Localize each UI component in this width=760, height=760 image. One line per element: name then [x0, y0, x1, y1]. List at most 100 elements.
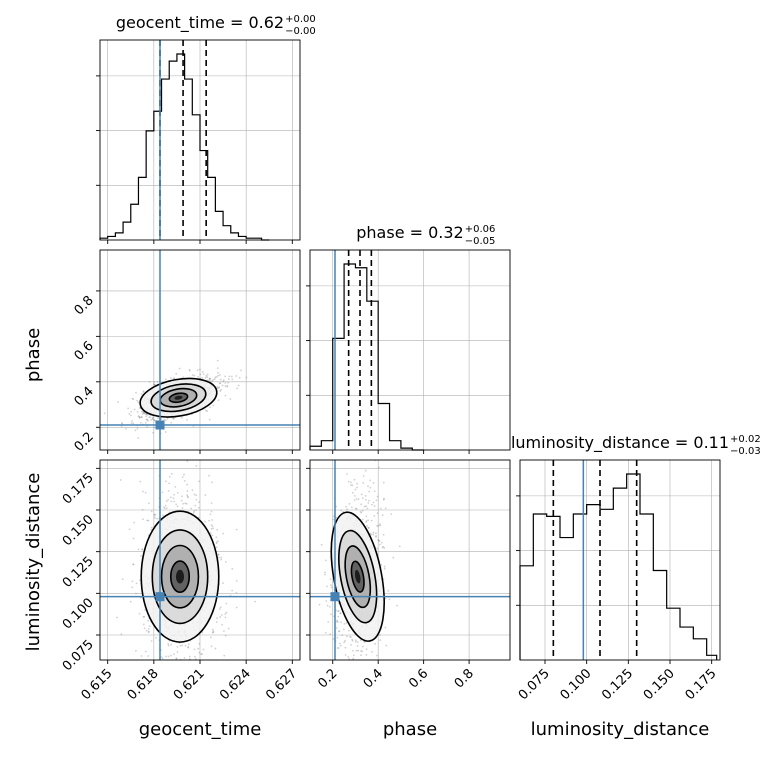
- sample-point: [348, 629, 350, 632]
- sample-point: [218, 608, 221, 611]
- sample-point: [182, 376, 185, 379]
- sample-point: [367, 502, 370, 504]
- sample-point: [339, 612, 342, 615]
- sample-point: [349, 635, 351, 638]
- sample-point: [152, 416, 154, 419]
- sample-point: [175, 657, 178, 660]
- sample-point: [378, 539, 381, 542]
- sample-point: [211, 628, 214, 631]
- sample-point: [165, 655, 168, 658]
- y-tick-label-phase: 0.4: [72, 384, 97, 409]
- sample-point: [209, 406, 212, 409]
- sample-point: [184, 455, 186, 457]
- sample-point: [360, 503, 363, 506]
- sample-point: [206, 436, 208, 438]
- sample-point: [152, 663, 154, 665]
- sample-point: [167, 655, 170, 658]
- sample-point: [128, 413, 131, 415]
- sample-point: [373, 514, 376, 517]
- sample-point: [146, 425, 149, 428]
- sample-point: [155, 664, 157, 666]
- sample-point: [138, 407, 141, 409]
- sample-point: [142, 490, 144, 493]
- sample-point: [344, 646, 347, 649]
- sample-point: [172, 417, 175, 420]
- sample-point: [254, 600, 257, 603]
- sample-point: [149, 416, 152, 419]
- sample-point: [217, 553, 220, 556]
- sample-point: [217, 386, 220, 389]
- sample-point: [375, 535, 377, 538]
- sample-point: [336, 647, 339, 649]
- sample-point: [117, 401, 119, 403]
- sample-point: [153, 419, 155, 422]
- sample-point: [352, 657, 355, 660]
- sample-point: [143, 412, 146, 415]
- sample-point: [330, 586, 333, 589]
- sample-point: [347, 655, 350, 658]
- sample-point: [138, 416, 141, 419]
- sample-point: [218, 386, 221, 389]
- sample-point: [165, 500, 168, 503]
- sample-point: [153, 381, 156, 383]
- labels-layer: geocent_time phase luminosity_distance p…: [23, 328, 709, 740]
- sample-point: [154, 517, 156, 519]
- sample-point: [379, 543, 381, 546]
- sample-point: [133, 521, 136, 524]
- sample-point: [153, 383, 156, 386]
- sample-point: [365, 653, 368, 656]
- sample-point: [328, 605, 331, 608]
- sample-point: [150, 419, 153, 421]
- sample-point: [324, 573, 326, 576]
- sample-point: [229, 398, 232, 400]
- title-upper-error: +0.02: [730, 434, 760, 445]
- sample-point: [121, 422, 124, 425]
- y-tick-label-phase: 0.8: [72, 293, 97, 318]
- sample-point: [219, 606, 222, 609]
- sample-point: [372, 531, 375, 534]
- sample-point: [345, 505, 347, 508]
- sample-point: [184, 644, 187, 647]
- sample-point: [215, 676, 217, 678]
- sample-point: [230, 375, 233, 378]
- sample-point: [336, 669, 338, 671]
- sample-point: [365, 648, 368, 650]
- density-contour: [174, 395, 183, 400]
- sample-point: [142, 390, 145, 393]
- sample-point: [152, 431, 154, 434]
- sample-point: [325, 600, 328, 602]
- sample-point: [218, 382, 221, 385]
- sample-point: [204, 409, 207, 412]
- sample-point: [324, 571, 326, 574]
- title-luminosity-distance: luminosity_distance = 0.11: [511, 433, 729, 453]
- sample-point: [215, 546, 218, 549]
- sample-point: [198, 501, 200, 503]
- sample-point: [179, 645, 182, 647]
- sample-point: [162, 514, 164, 517]
- sample-point: [150, 526, 153, 529]
- sample-point: [354, 488, 357, 491]
- sample-point: [144, 650, 147, 653]
- sample-point: [327, 621, 330, 623]
- sample-point: [163, 507, 166, 510]
- sample-point: [164, 431, 167, 433]
- y-tick-label-luminosity-distance: 0.100: [60, 596, 97, 633]
- sample-point: [320, 543, 323, 546]
- sample-point: [343, 641, 346, 644]
- sample-point: [123, 660, 125, 662]
- sample-point: [374, 642, 376, 645]
- sample-point: [204, 494, 207, 496]
- sample-point: [140, 393, 143, 395]
- sample-point: [174, 486, 177, 488]
- sample-point: [360, 654, 362, 657]
- sample-point: [199, 373, 202, 376]
- sample-point: [167, 669, 169, 671]
- sample-point: [214, 376, 217, 379]
- injection-marker: [330, 592, 340, 602]
- sample-point: [188, 655, 191, 658]
- y-tick-label-luminosity-distance: 0.150: [60, 512, 97, 549]
- sample-point: [179, 675, 181, 677]
- sample-point: [336, 619, 339, 622]
- sample-point: [362, 475, 365, 477]
- sample-point: [227, 378, 230, 380]
